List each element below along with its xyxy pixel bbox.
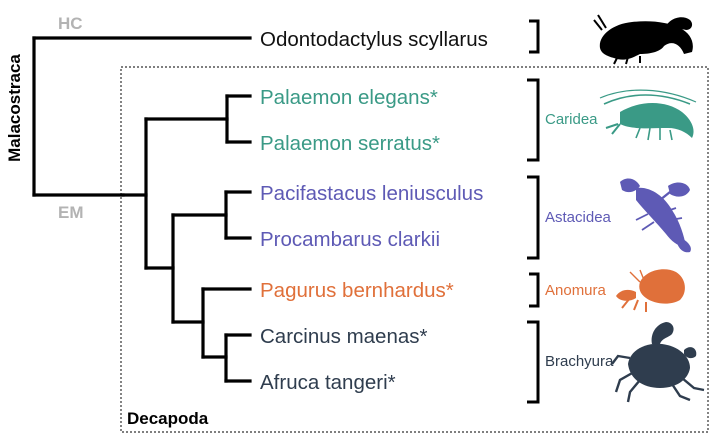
group-astacidea: Astacidea [545, 209, 612, 226]
hermit-crab-icon [616, 269, 685, 312]
taxon-procambarus: Procambarus clarkii [260, 228, 440, 251]
taxon-afruca: Afruca tangeri* [260, 371, 396, 394]
hc-marker: HC [58, 14, 83, 33]
em-marker: EM [58, 203, 84, 222]
malacostraca-label: Malacostraca [5, 54, 24, 162]
group-caridea: Caridea [545, 111, 598, 128]
bracket-brachyura [527, 320, 540, 404]
taxon-carcinus: Carcinus maenas* [260, 325, 428, 348]
bracket-caridea [527, 78, 540, 162]
decapoda-box [120, 66, 709, 433]
taxon-palaemon-elegans: Palaemon elegans* [260, 86, 438, 109]
taxon-pagurus: Pagurus bernhardus* [260, 279, 454, 302]
bracket-outgroup [529, 19, 540, 54]
tree-branches [32, 36, 252, 383]
taxon-pacifastacus: Pacifastacus leniusculus [260, 182, 483, 205]
crayfish-icon [620, 178, 691, 253]
group-anomura: Anomura [545, 282, 607, 299]
taxon-odontodactylus: Odontodactylus scyllarus [260, 28, 488, 51]
mantis-shrimp-icon [593, 14, 693, 65]
bracket-astacidea [527, 175, 540, 260]
bracket-anomura [529, 272, 540, 308]
shrimp-icon [599, 89, 697, 141]
group-brachyura: Brachyura [545, 353, 614, 370]
decapoda-label: Decapoda [127, 409, 209, 428]
taxon-palaemon-serratus: Palaemon serratus* [260, 132, 440, 155]
crab-icon [611, 322, 705, 403]
